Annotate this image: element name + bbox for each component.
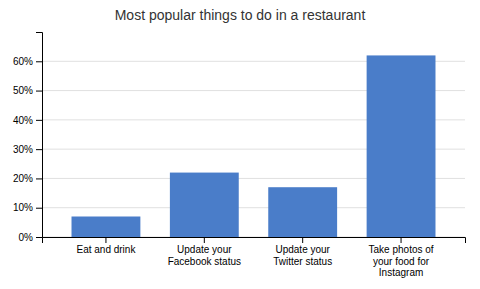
y-tick-mark xyxy=(36,178,42,179)
y-tick-mark xyxy=(36,91,42,92)
x-tick-label-line: Facebook status xyxy=(168,256,241,267)
chart: Most popular things to do in a restauran… xyxy=(0,0,480,289)
x-tick-label-line: Eat and drink xyxy=(76,244,136,255)
x-tick-label: Take photos ofyour food forInstagram xyxy=(369,244,434,278)
x-tick: Update yourTwitter status xyxy=(273,237,332,267)
x-tick-mark xyxy=(302,237,303,243)
x-tick-label-line: your food for xyxy=(373,256,430,267)
x-tick-label: Eat and drink xyxy=(76,244,136,255)
y-axis-line xyxy=(36,33,43,238)
y-tick: 40% xyxy=(13,115,42,126)
y-tick-label: 30% xyxy=(13,144,33,155)
y-tick: 0% xyxy=(19,232,42,243)
title: Most popular things to do in a restauran… xyxy=(115,7,366,23)
x-tick-label: Update yourTwitter status xyxy=(273,244,332,267)
y-tick-label: 20% xyxy=(13,173,33,184)
y-tick-mark xyxy=(36,120,42,121)
bars xyxy=(72,55,436,237)
x-tick-label-line: Instagram xyxy=(379,267,423,278)
y-tick-mark xyxy=(36,61,42,62)
x-tick-label-line: Take photos of xyxy=(369,244,434,255)
y-tick-label: 50% xyxy=(13,85,33,96)
x-axis: Eat and drinkUpdate yourFacebook statusU… xyxy=(43,237,466,278)
y-axis: 0% 10% 20% 30% 40% 50% 60% xyxy=(13,33,43,243)
bar xyxy=(72,217,141,238)
y-tick-mark xyxy=(36,208,42,209)
y-tick: 50% xyxy=(13,85,42,96)
y-tick-label: 40% xyxy=(13,115,33,126)
y-tick-label: 0% xyxy=(19,232,34,243)
plot: 0% 10% 20% 30% 40% 50% 60% Eat and drink Update … xyxy=(13,33,466,279)
x-axis-line xyxy=(43,238,466,244)
x-tick-mark xyxy=(105,237,106,243)
bar xyxy=(268,187,337,237)
y-tick: 20% xyxy=(13,173,42,184)
y-tick-mark xyxy=(36,149,42,150)
x-tick-label-line: Update your xyxy=(275,244,330,255)
x-tick-mark xyxy=(204,237,205,243)
y-tick: 30% xyxy=(13,144,42,155)
bar xyxy=(367,55,436,237)
x-tick: Update yourFacebook status xyxy=(168,237,241,267)
x-tick-mark xyxy=(401,237,402,243)
bar xyxy=(170,173,239,237)
x-tick-label: Update yourFacebook status xyxy=(168,244,241,267)
x-tick-label-line: Update your xyxy=(177,244,232,255)
x-tick: Take photos ofyour food forInstagram xyxy=(369,237,434,278)
y-tick-label: 60% xyxy=(13,56,33,67)
x-tick-label-line: Twitter status xyxy=(273,256,332,267)
x-tick: Eat and drink xyxy=(76,237,136,255)
y-tick-label: 10% xyxy=(13,202,33,213)
y-tick: 60% xyxy=(13,56,42,67)
y-tick: 10% xyxy=(13,202,42,213)
y-tick-mark xyxy=(36,237,42,238)
